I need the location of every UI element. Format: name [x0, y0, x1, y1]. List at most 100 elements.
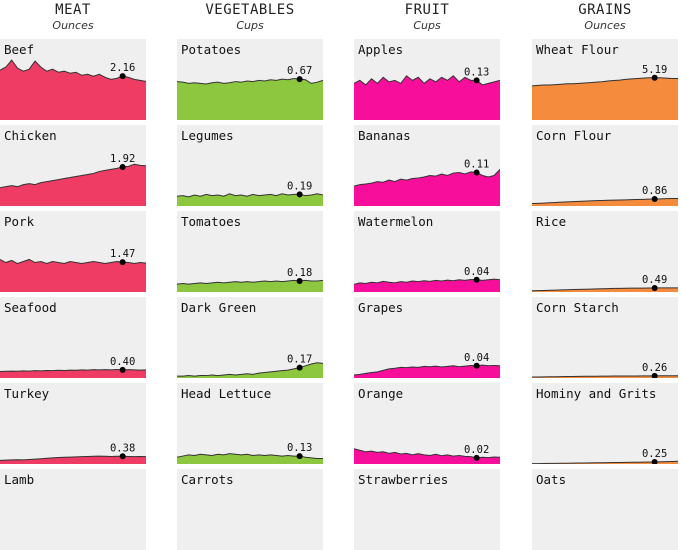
- value-label: 0.17: [287, 354, 312, 366]
- chart-panel: 0.18 Tomatoes: [177, 211, 323, 292]
- column-header: FRUIT Cups: [354, 1, 500, 39]
- panel-label: Lamb: [4, 472, 35, 487]
- series-area: [0, 259, 146, 292]
- column-title: MEAT: [55, 2, 91, 18]
- chart-panel: 0.26 Corn Starch: [532, 297, 678, 378]
- chart-panel: Carrots: [177, 469, 323, 550]
- series-area: [354, 448, 500, 464]
- panel-plot: 0.18: [177, 267, 323, 292]
- panel-label: Tomatoes: [181, 214, 242, 229]
- value-label: 0.49: [642, 274, 667, 286]
- panel-label: Dark Green: [181, 300, 257, 315]
- value-marker: [651, 196, 658, 203]
- chart-panel: 0.38 Turkey: [0, 383, 146, 464]
- value-label: 0.13: [287, 442, 312, 454]
- value-marker: [473, 454, 480, 461]
- panel-plot: 0.02: [354, 444, 500, 464]
- column-unit: Ounces: [52, 19, 94, 32]
- series-area: [177, 362, 323, 378]
- panel-label: Pork: [4, 214, 35, 229]
- chart-panel: 1.47 Pork: [0, 211, 146, 292]
- series-area: [177, 78, 323, 120]
- panel-plot: 0.49: [532, 274, 678, 292]
- value-label: 0.67: [287, 65, 312, 77]
- value-label: 0.13: [464, 66, 489, 78]
- value-marker: [296, 191, 303, 198]
- value-marker: [651, 285, 658, 292]
- column-meat: MEAT Ounces: [0, 0, 146, 39]
- panel-label: Turkey: [4, 386, 50, 401]
- panel-label: Bananas: [358, 128, 411, 143]
- value-label: 5.19: [642, 64, 667, 76]
- panel-label: Grapes: [358, 300, 404, 315]
- panel-label: Potatoes: [181, 42, 242, 57]
- value-label: 2.16: [110, 62, 135, 74]
- series-area: [0, 369, 146, 378]
- column-title: FRUIT: [404, 2, 450, 18]
- series-area: [0, 164, 146, 206]
- chart-panel: 0.11 Bananas: [354, 125, 500, 206]
- value-label: 0.25: [642, 448, 667, 460]
- panel-plot: 5.19: [532, 64, 678, 120]
- chart-panel: 0.49 Rice: [532, 211, 678, 292]
- value-marker: [473, 169, 480, 176]
- series-area: [532, 77, 678, 120]
- chart-panel: 2.16 Beef: [0, 39, 146, 120]
- value-marker: [119, 163, 126, 170]
- value-marker: [473, 362, 480, 369]
- panel-plot: 0.04: [354, 352, 500, 378]
- value-label: 1.92: [110, 153, 135, 165]
- panel-plot: 0.26: [532, 362, 678, 378]
- series-area: [177, 453, 323, 464]
- panel-plot: 0.17: [177, 354, 323, 378]
- panel-label: Orange: [358, 386, 404, 401]
- chart-panel: 0.40 Seafood: [0, 297, 146, 378]
- column-title: GRAINS: [578, 2, 632, 18]
- column-unit: Cups: [236, 19, 264, 32]
- panel-plot: 0.25: [532, 448, 678, 464]
- value-label: 0.04: [464, 352, 489, 364]
- value-marker: [473, 77, 480, 84]
- panel-label: Chicken: [4, 128, 57, 143]
- value-marker: [119, 366, 126, 373]
- chart-panel: 5.19 Wheat Flour: [532, 39, 678, 120]
- value-label: 0.26: [642, 362, 667, 374]
- column-fruit: FRUIT Cups: [354, 0, 500, 39]
- panel-label: Rice: [536, 214, 567, 229]
- panel-plot: 0.67: [177, 65, 323, 120]
- value-label: 0.38: [110, 442, 135, 454]
- panel-label: Apples: [358, 42, 404, 57]
- value-marker: [296, 364, 303, 371]
- panel-plot: 0.11: [354, 158, 500, 206]
- panel-label: Wheat Flour: [536, 42, 619, 57]
- panel-label: Corn Starch: [536, 300, 619, 315]
- value-label: 0.18: [287, 267, 312, 279]
- chart-panel: Lamb: [0, 469, 146, 550]
- chart-panel: 0.19 Legumes: [177, 125, 323, 206]
- panel-plot: 0.38: [0, 442, 146, 464]
- value-marker: [119, 453, 126, 460]
- chart-panel: 0.67 Potatoes: [177, 39, 323, 120]
- value-label: 0.86: [642, 185, 667, 197]
- panel-plot: 1.47: [0, 248, 146, 292]
- chart-panel: 0.25 Hominy and Grits: [532, 383, 678, 464]
- series-area: [354, 75, 500, 120]
- panel-plot: 1.92: [0, 153, 146, 206]
- panel-plot: 2.16: [0, 59, 146, 120]
- panel-label: Corn Flour: [536, 128, 612, 143]
- value-label: 0.02: [464, 444, 489, 456]
- panel-plot: 0.86: [532, 185, 678, 206]
- series-area: [0, 456, 146, 464]
- value-marker: [651, 372, 658, 378]
- column-header: VEGETABLES Cups: [177, 1, 323, 39]
- panel-label: Beef: [4, 42, 35, 57]
- series-area: [532, 287, 678, 292]
- chart-panel: 1.92 Chicken: [0, 125, 146, 206]
- series-area: [177, 280, 323, 292]
- panel-label: Seafood: [4, 300, 57, 315]
- panel-label: Carrots: [181, 472, 234, 487]
- value-label: 1.47: [110, 248, 135, 260]
- column-vegetables: VEGETABLES Cups: [177, 0, 323, 39]
- value-label: 0.19: [287, 180, 312, 192]
- value-marker: [651, 74, 658, 81]
